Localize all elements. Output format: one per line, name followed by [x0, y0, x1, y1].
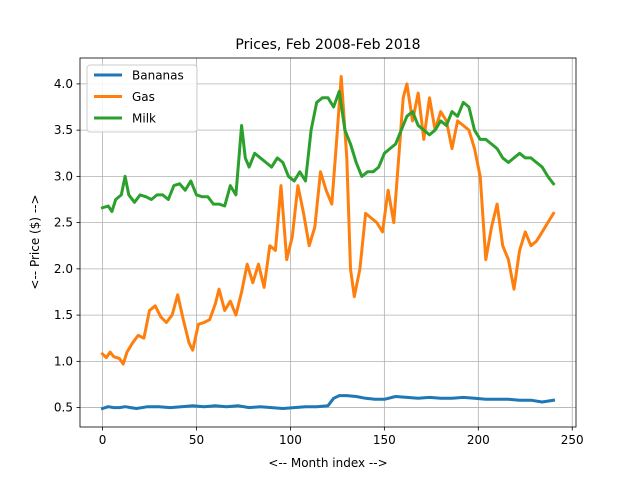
y-tick-label: 1.0 [54, 354, 73, 368]
x-axis-ticks: 0 50 100 150 200 250 [99, 427, 584, 447]
y-tick-label: 3.0 [54, 169, 73, 183]
series-line-gas [100, 75, 556, 366]
x-axis-label: <-- Month index --> [268, 456, 387, 470]
y-tick-label: 2.5 [54, 216, 73, 230]
y-tick-label: 2.0 [54, 262, 73, 276]
y-tick-label: 4.0 [54, 77, 73, 91]
plot-frame [79, 57, 577, 428]
x-tick-label: 200 [467, 433, 490, 447]
legend-label-gas: Gas [132, 90, 155, 104]
y-tick-label: 3.5 [54, 123, 73, 137]
y-axis-ticks: 0.5 1.0 1.5 2.0 2.5 3.0 3.5 4.0 [54, 77, 80, 415]
x-tick-label: 50 [189, 433, 204, 447]
legend-box [86, 64, 198, 133]
x-tick-label: 250 [561, 433, 584, 447]
series-line-milk [100, 89, 556, 213]
x-tick-label: 100 [279, 433, 302, 447]
legend: Bananas Gas Milk [86, 64, 198, 133]
x-tick-label: 0 [99, 433, 107, 447]
legend-label-bananas: Bananas [132, 69, 184, 83]
chart-title: Prices, Feb 2008-Feb 2018 [235, 37, 420, 53]
y-tick-label: 0.5 [54, 401, 73, 415]
x-tick-label: 150 [373, 433, 396, 447]
series-line-bananas [100, 394, 556, 411]
y-tick-label: 1.5 [54, 308, 73, 322]
y-axis-label: <-- Price ($) --> [28, 194, 42, 289]
legend-label-milk: Milk [132, 112, 156, 126]
series-layer [100, 75, 556, 411]
